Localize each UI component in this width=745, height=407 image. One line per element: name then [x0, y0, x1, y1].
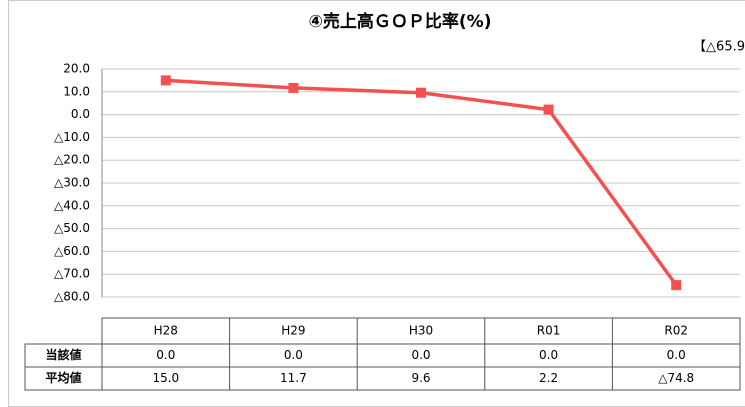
y-tick-label: △40.0: [54, 198, 90, 212]
x-tick-label: R01: [537, 324, 561, 338]
x-tick-label: R02: [664, 324, 688, 338]
legend-label: 当該値: [45, 347, 81, 362]
y-tick-label: △30.0: [54, 176, 90, 190]
table-cell: 0.0: [284, 348, 303, 362]
y-tick-label: △70.0: [54, 267, 90, 281]
table-cell: 0.0: [667, 348, 686, 362]
y-tick-label: △50.0: [54, 221, 90, 235]
table-cell: 15.0: [152, 371, 179, 385]
y-tick-label: △10.0: [54, 130, 90, 144]
y-tick-label: 10.0: [63, 84, 90, 98]
x-tick-label: H29: [281, 324, 305, 338]
marker: [288, 82, 299, 93]
y-tick-label: △80.0: [54, 290, 90, 304]
x-tick-label: H30: [409, 324, 433, 338]
table-cell: 9.6: [411, 371, 430, 385]
annotation: 【△65.9: [693, 40, 745, 55]
marker: [671, 280, 682, 291]
marker: [543, 104, 554, 115]
table-cell: △74.8: [658, 371, 694, 385]
marker: [160, 75, 171, 86]
table-cell: 11.7: [280, 371, 307, 385]
chart-title: ④売上高ＧＯＰ比率(%): [309, 11, 492, 32]
y-tick-label: 0.0: [71, 107, 90, 121]
chart-frame: [8, 0, 745, 407]
legend-label: 平均値: [45, 370, 81, 385]
table-cell: 2.2: [539, 371, 558, 385]
y-tick-label: 20.0: [63, 62, 90, 76]
marker: [416, 87, 426, 98]
table-cell: 0.0: [539, 348, 558, 362]
y-tick-label: △60.0: [54, 244, 90, 258]
table-cell: 0.0: [411, 348, 430, 362]
table-cell: 0.0: [156, 348, 175, 362]
x-tick-label: H28: [154, 324, 178, 338]
y-tick-label: △20.0: [54, 153, 90, 167]
